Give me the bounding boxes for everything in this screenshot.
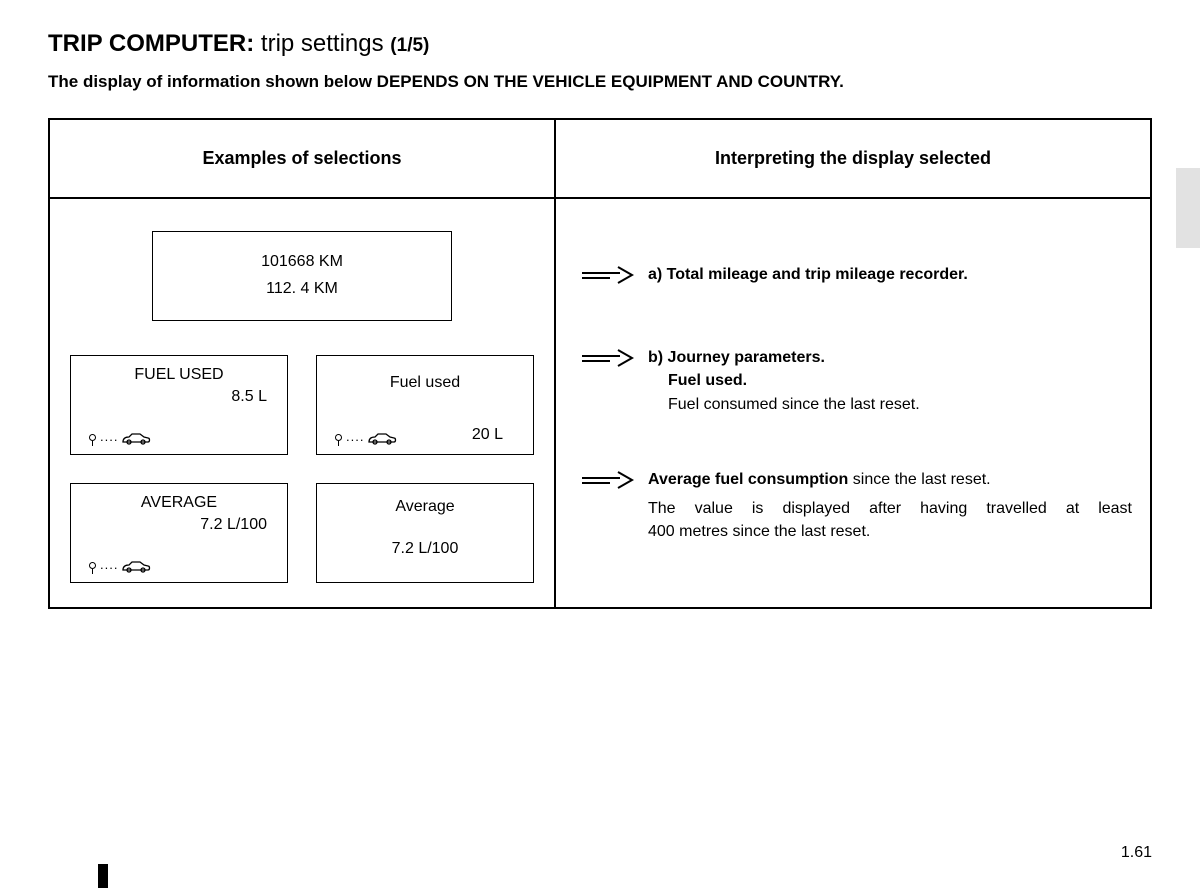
col-header-interpret: Interpreting the display selected [556, 120, 1150, 197]
col-header-examples: Examples of selections [50, 120, 556, 197]
display-card-fuel-used-b: Fuel used .... 20 L [316, 355, 534, 455]
pin-icon [89, 562, 96, 569]
arrow-icon [580, 468, 648, 490]
interpret-c-rest: since the last reset. [848, 471, 990, 488]
title-pagecount: (1/5) [390, 35, 429, 56]
interpret-b-line2: Fuel used. [668, 369, 920, 392]
fuel-used-b-label: Fuel used [331, 374, 519, 392]
main-table: Examples of selections Interpreting the … [48, 118, 1152, 609]
interpret-b-line1: b) Journey parameters. [648, 346, 920, 369]
interpret-row-c: Average fuel consumption since the last … [580, 468, 1132, 544]
interpret-text-b: b) Journey parameters. Fuel used. Fuel c… [648, 346, 920, 416]
interpret-b-line3: Fuel consumed since the last reset. [668, 393, 920, 416]
average-a-value: 7.2 L/100 [85, 516, 273, 534]
average-b-value: 7.2 L/100 [331, 540, 519, 558]
mileage-trip: 112. 4 KM [153, 275, 451, 302]
title-bold: TRIP COMPUTER: [48, 30, 254, 57]
car-icon [121, 432, 149, 444]
page-number: 1.61 [1121, 844, 1152, 862]
display-card-fuel-used-a: FUEL USED 8.5 L .... [70, 355, 288, 455]
interpret-a: a) Total mileage and trip mileage record… [648, 266, 968, 283]
pin-icon [89, 434, 96, 441]
table-body-row: 101668 KM 112. 4 KM FUEL USED 8.5 L .... [50, 197, 1150, 607]
footer-mark [98, 864, 108, 888]
arrow-icon [580, 346, 648, 368]
arrow-icon [580, 263, 648, 285]
page-title: TRIP COMPUTER: trip settings (1/5) [48, 30, 1152, 58]
trip-a-icon: .... [89, 429, 149, 446]
interpret-c-bold: Average fuel consumption [648, 471, 848, 488]
interpret-row-b: b) Journey parameters. Fuel used. Fuel c… [580, 346, 1132, 416]
fuel-used-pair: FUEL USED 8.5 L .... Fuel used .... [70, 355, 534, 455]
table-header-row: Examples of selections Interpreting the … [50, 120, 1150, 197]
dots-icon: .... [100, 429, 118, 444]
trip-b-icon: .... [335, 429, 395, 446]
interpret-text-c: Average fuel consumption since the last … [648, 468, 1132, 544]
interpret-cell: a) Total mileage and trip mileage record… [556, 199, 1150, 607]
trip-a-icon: .... [89, 557, 149, 574]
fuel-used-a-value: 8.5 L [85, 388, 273, 406]
display-card-average-b: Average 7.2 L/100 [316, 483, 534, 583]
display-card-average-a: AVERAGE 7.2 L/100 .... [70, 483, 288, 583]
title-rest: trip settings [254, 30, 390, 57]
side-tab [1176, 168, 1200, 248]
car-icon [121, 560, 149, 572]
dots-icon: .... [100, 557, 118, 572]
interpret-c-para-line1: The value is displayed after having trav… [648, 497, 1132, 520]
display-card-mileage: 101668 KM 112. 4 KM [152, 231, 452, 321]
average-pair: AVERAGE 7.2 L/100 .... Average 7.2 L/100 [70, 483, 534, 583]
examples-cell: 101668 KM 112. 4 KM FUEL USED 8.5 L .... [50, 199, 556, 607]
fuel-used-a-label: FUEL USED [85, 366, 273, 384]
interpret-row-a: a) Total mileage and trip mileage record… [580, 263, 1132, 286]
dots-icon: .... [346, 429, 364, 444]
fuel-used-b-value: 20 L [472, 426, 503, 444]
pin-icon [335, 434, 342, 441]
mileage-total: 101668 KM [153, 248, 451, 275]
average-b-label: Average [331, 498, 519, 516]
average-a-label: AVERAGE [85, 494, 273, 512]
page-subtitle: The display of information shown below D… [48, 72, 1152, 92]
interpret-c-para-line2: 400 metres since the last reset. [648, 520, 1132, 543]
car-icon [367, 432, 395, 444]
interpret-text-a: a) Total mileage and trip mileage record… [648, 263, 968, 286]
